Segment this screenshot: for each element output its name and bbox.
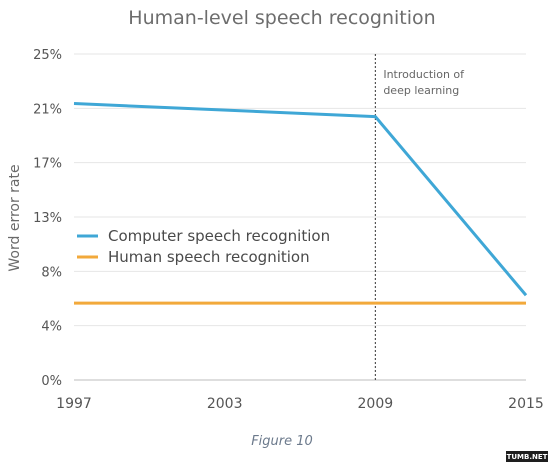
y-tick-label: 21%	[33, 102, 62, 117]
figure-caption: Figure 10	[251, 434, 313, 449]
grid	[74, 53, 526, 381]
watermark-background	[506, 451, 548, 462]
x-tick-label: 1997	[56, 396, 92, 412]
y-tick-label: 25%	[33, 48, 62, 63]
x-tick-label: 2015	[508, 396, 544, 412]
watermark: TUMB.NET	[506, 451, 548, 462]
annotations: Introduction of deep learning	[374, 54, 465, 380]
y-tick-label: 4%	[41, 320, 62, 335]
legend-label-human: Human speech recognition	[108, 248, 310, 266]
series-lines	[73, 102, 528, 305]
annotation-text: deep learning	[383, 84, 459, 97]
x-tick-label: 2003	[207, 396, 243, 412]
watermark-text: TUMB.NET	[507, 453, 548, 461]
x-tick-label: 2009	[358, 396, 394, 412]
x-axis-ticks: 1997 2003 2009 2015	[56, 396, 544, 412]
y-tick-label: 0%	[41, 374, 62, 389]
chart-title: Human-level speech recognition	[128, 7, 435, 29]
annotation-text: Introduction of	[383, 68, 465, 81]
legend-label-computer: Computer speech recognition	[108, 227, 330, 245]
legend: Computer speech recognition Human speech…	[77, 227, 330, 266]
y-axis-label: Word error rate	[7, 164, 23, 271]
y-tick-label: 8%	[41, 265, 62, 280]
series-line-computer	[73, 102, 528, 297]
y-axis-ticks: 25% 21% 17% 13% 8% 4% 0%	[33, 48, 62, 389]
y-tick-label: 13%	[33, 211, 62, 226]
y-tick-label: 17%	[33, 157, 62, 172]
